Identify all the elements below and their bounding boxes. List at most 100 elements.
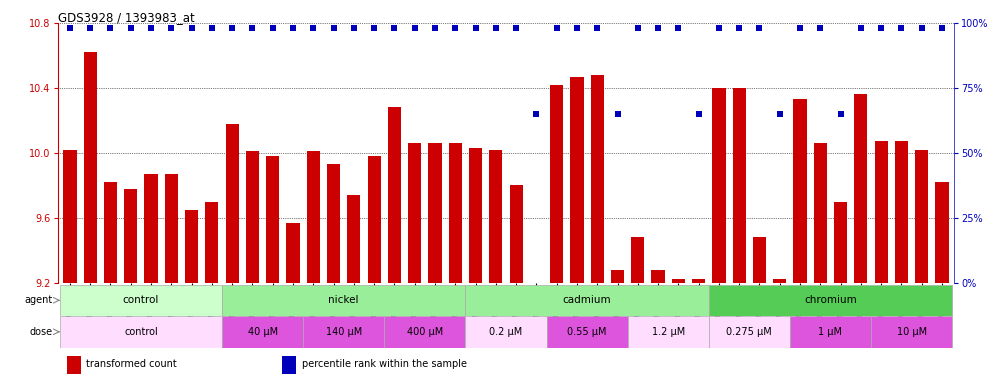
Bar [855, 94, 868, 283]
Point [792, 25, 808, 31]
Text: 140 μM: 140 μM [326, 327, 362, 337]
Bar [205, 202, 218, 283]
Point [731, 25, 747, 31]
Point [427, 25, 443, 31]
Bar [773, 280, 787, 283]
Bar [510, 185, 523, 283]
Point [62, 25, 78, 31]
Point [163, 25, 179, 31]
Text: 0.275 μM: 0.275 μM [726, 327, 772, 337]
Bar [225, 124, 239, 283]
Point [83, 25, 99, 31]
Point [569, 25, 585, 31]
Text: 400 μM: 400 μM [406, 327, 443, 337]
Text: percentile rank within the sample: percentile rank within the sample [302, 359, 466, 369]
Bar [631, 237, 644, 283]
Bar [428, 143, 441, 283]
Text: 1.2 μM: 1.2 μM [651, 327, 685, 337]
Point [326, 25, 342, 31]
Point [244, 25, 260, 31]
Bar [60, 316, 222, 348]
Bar [384, 316, 465, 348]
Bar [671, 280, 685, 283]
Bar [408, 143, 421, 283]
Text: 1 μM: 1 μM [819, 327, 843, 337]
Point [447, 25, 463, 31]
Bar [124, 189, 137, 283]
Bar [794, 99, 807, 283]
Text: 0.2 μM: 0.2 μM [489, 327, 523, 337]
Point [813, 25, 829, 31]
Bar [489, 150, 502, 283]
Bar [222, 285, 465, 316]
Bar [753, 237, 766, 283]
Bar [894, 141, 908, 283]
Bar [448, 143, 462, 283]
Bar [327, 164, 341, 283]
Bar [874, 141, 887, 283]
Bar [709, 316, 790, 348]
Bar [104, 182, 118, 283]
Bar [712, 88, 725, 283]
Bar [872, 316, 952, 348]
Bar [709, 285, 952, 316]
Bar [469, 148, 482, 283]
Bar [591, 75, 604, 283]
Bar [287, 223, 300, 283]
Bar [64, 150, 77, 283]
Point [913, 25, 929, 31]
Point [670, 25, 686, 31]
Bar [571, 76, 584, 283]
Bar [282, 356, 296, 374]
Bar [144, 174, 157, 283]
Bar [84, 52, 97, 283]
Bar [185, 210, 198, 283]
Bar [387, 108, 401, 283]
Point [386, 25, 402, 31]
Text: nickel: nickel [329, 295, 359, 305]
Bar [550, 85, 564, 283]
Point [549, 25, 565, 31]
Point [853, 25, 869, 31]
Bar [222, 316, 303, 348]
Point [508, 25, 524, 31]
Text: GDS3928 / 1393983_at: GDS3928 / 1393983_at [58, 12, 194, 25]
Bar [307, 151, 320, 283]
Bar [465, 316, 547, 348]
Point [934, 25, 950, 31]
Point [488, 25, 504, 31]
Point [306, 25, 322, 31]
Bar [733, 88, 746, 283]
Bar [547, 316, 627, 348]
Text: transformed count: transformed count [87, 359, 177, 369]
Bar [266, 156, 279, 283]
Point [224, 25, 240, 31]
Point [629, 25, 645, 31]
Text: cadmium: cadmium [563, 295, 612, 305]
Point [590, 25, 606, 31]
Point [367, 25, 382, 31]
Point [873, 25, 889, 31]
Bar [627, 316, 709, 348]
Point [711, 25, 727, 31]
Text: control: control [123, 295, 159, 305]
Bar [368, 156, 380, 283]
Bar [465, 285, 709, 316]
Point [285, 25, 301, 31]
Bar [915, 150, 928, 283]
Bar [60, 285, 222, 316]
Bar [67, 356, 81, 374]
Point [752, 25, 768, 31]
Point [833, 111, 849, 117]
Point [183, 25, 199, 31]
Point [650, 25, 666, 31]
Bar [814, 143, 827, 283]
Text: 0.55 μM: 0.55 μM [568, 327, 607, 337]
Point [772, 111, 788, 117]
Text: 10 μM: 10 μM [896, 327, 926, 337]
Bar [303, 316, 384, 348]
Text: control: control [124, 327, 157, 337]
Bar [246, 151, 259, 283]
Point [529, 111, 545, 117]
Point [265, 25, 281, 31]
